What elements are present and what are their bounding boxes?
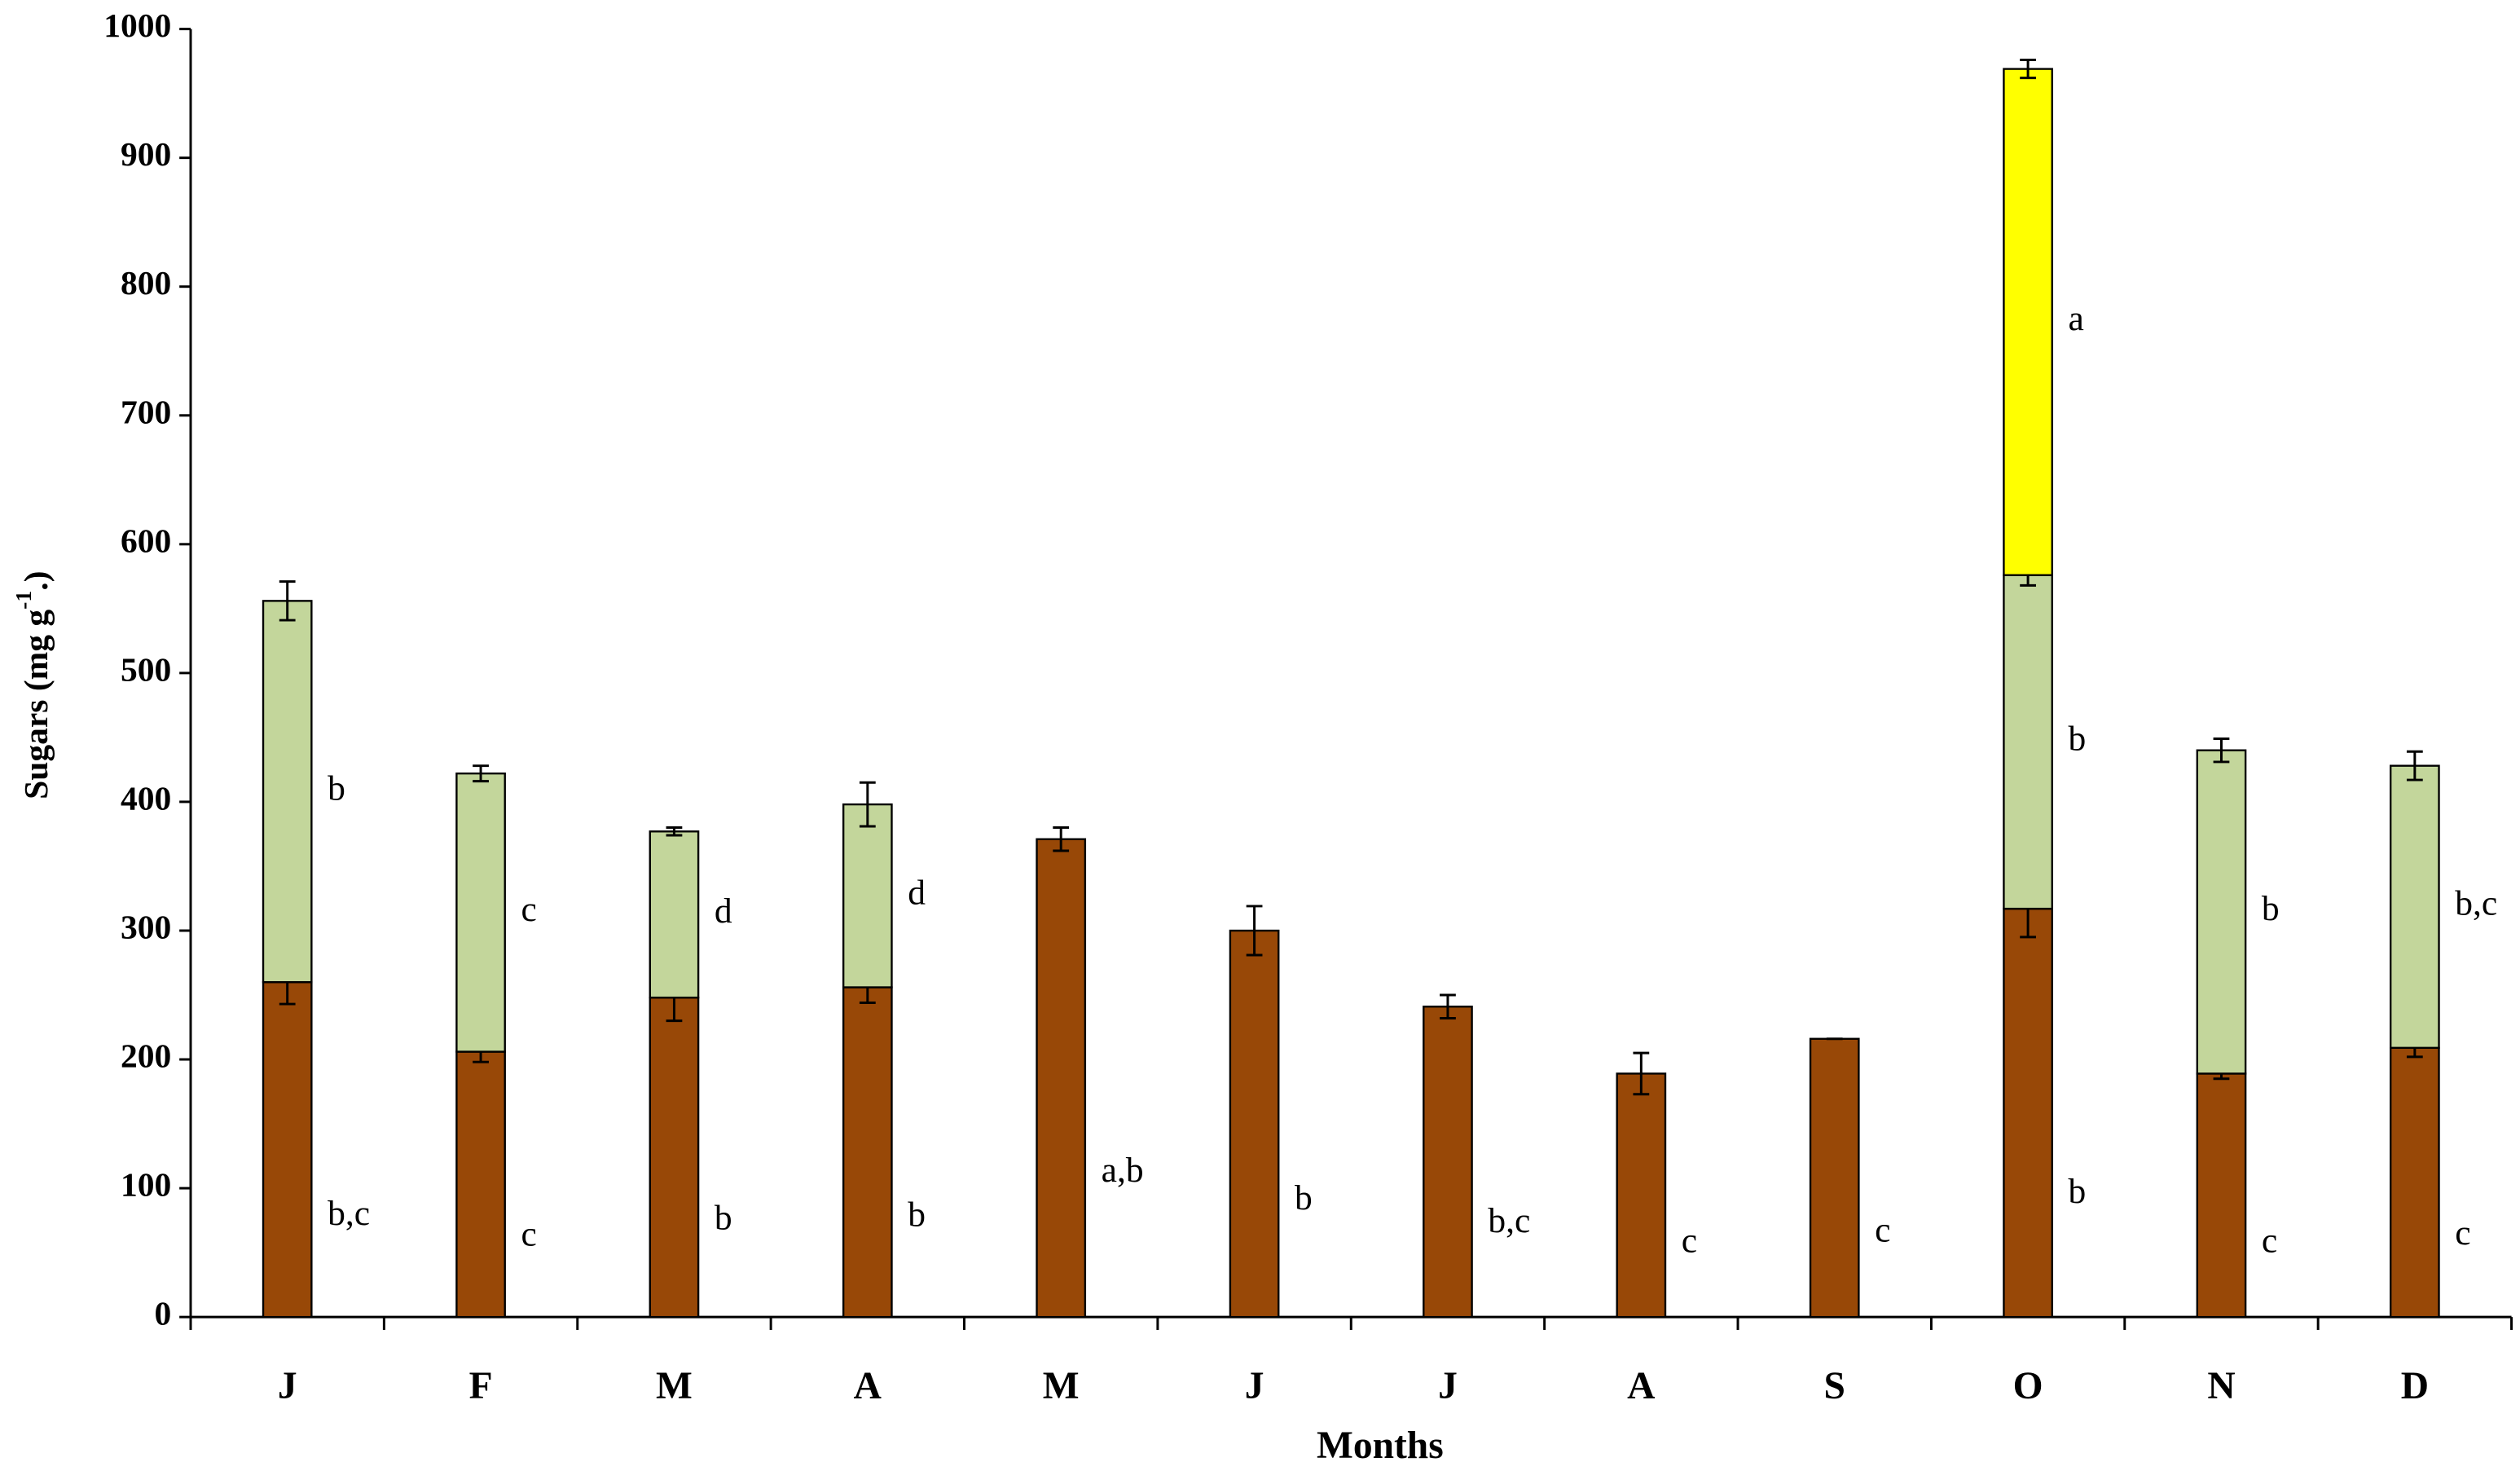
annotation: c (1682, 1222, 1697, 1261)
y-axis-title: Sugars (mg g-1.) (11, 571, 55, 799)
y-tick-label: 500 (121, 650, 171, 688)
annotation: d (908, 873, 926, 912)
annotation: a (2069, 299, 2084, 338)
bar-segment (649, 830, 700, 999)
x-tick-label: S (1824, 1365, 1845, 1407)
bar-segment (2003, 574, 2053, 910)
error-bar (2213, 737, 2230, 764)
bar-segment (2196, 1072, 2247, 1319)
annotation: c (1875, 1211, 1890, 1250)
x-tick-label: A (1627, 1365, 1655, 1407)
y-tick-label: 400 (121, 779, 171, 817)
y-tick-label: 1000 (103, 7, 171, 44)
error-bar (1633, 1051, 1650, 1096)
x-tick-label: F (469, 1365, 493, 1407)
y-tick-label: 200 (121, 1037, 171, 1075)
bar-segment (649, 996, 700, 1319)
y-tick-label: 100 (121, 1166, 171, 1204)
x-tick-label: N (2207, 1365, 2235, 1407)
y-axis-title-text: Sugars (mg g (17, 610, 55, 799)
annotation: d (715, 892, 732, 931)
x-tick-label: M (656, 1365, 693, 1407)
x-tick-label: M (1043, 1365, 1080, 1407)
annotation: c (2262, 1222, 2277, 1261)
x-tick-label: J (278, 1365, 297, 1407)
y-tick-label: 800 (121, 264, 171, 302)
error-bar (859, 781, 876, 828)
bar-segment (262, 981, 313, 1319)
annotation: b,c (1488, 1201, 1530, 1240)
bar-segment (1229, 929, 1280, 1319)
x-tick-label: O (2013, 1365, 2043, 1407)
bar-segment (842, 803, 893, 988)
error-bar (1440, 993, 1456, 1019)
error-bar (1053, 826, 1070, 852)
y-tick-label: 300 (121, 909, 171, 946)
y-tick-label: 0 (154, 1295, 171, 1332)
bar-segment (842, 986, 893, 1319)
bar-segment (455, 772, 506, 1053)
annotation: a,b (1102, 1151, 1144, 1190)
error-bar (666, 826, 683, 837)
bar-segment (262, 600, 313, 984)
bar-segment (2196, 749, 2247, 1075)
y-tick-label: 900 (121, 135, 171, 173)
bar-segment (1036, 838, 1087, 1319)
y-tick-label: 700 (121, 393, 171, 430)
annotation: c (521, 890, 537, 929)
x-tick-label: D (2401, 1365, 2429, 1407)
error-bar (2020, 59, 2036, 80)
error-bar (1246, 905, 1263, 957)
y-axis-title-end: .) (17, 571, 55, 591)
annotation: b (2069, 719, 2087, 758)
bar-segment (2003, 68, 2053, 576)
annotation: b,c (2455, 884, 2497, 923)
error-bar (2406, 750, 2423, 782)
bar-segment (2389, 1046, 2440, 1319)
annotation: b (715, 1199, 732, 1238)
x-tick-label: J (1245, 1365, 1264, 1407)
bar-segment (455, 1050, 506, 1319)
annotation: b (328, 768, 345, 808)
annotation: b,c (328, 1194, 370, 1233)
error-bar (279, 580, 296, 622)
annotation: b (2069, 1172, 2087, 1211)
bar-segment (2389, 764, 2440, 1049)
annotation: c (2455, 1213, 2470, 1253)
annotation: b (908, 1195, 926, 1235)
y-axis-title-sup: -1 (11, 591, 37, 610)
annotation: b (2262, 889, 2280, 928)
annotation: c (521, 1214, 537, 1253)
bar-segment (1423, 1006, 1473, 1319)
bar-segment (2003, 907, 2053, 1319)
x-tick-label: J (1438, 1365, 1458, 1407)
bar-segment (1616, 1072, 1667, 1319)
x-tick-label: A (854, 1365, 882, 1407)
x-axis-title: Months (1317, 1424, 1444, 1467)
error-bar (473, 764, 489, 783)
annotation: b (1295, 1178, 1313, 1217)
bar-segment (1809, 1037, 1860, 1319)
y-tick-label: 600 (121, 522, 171, 559)
